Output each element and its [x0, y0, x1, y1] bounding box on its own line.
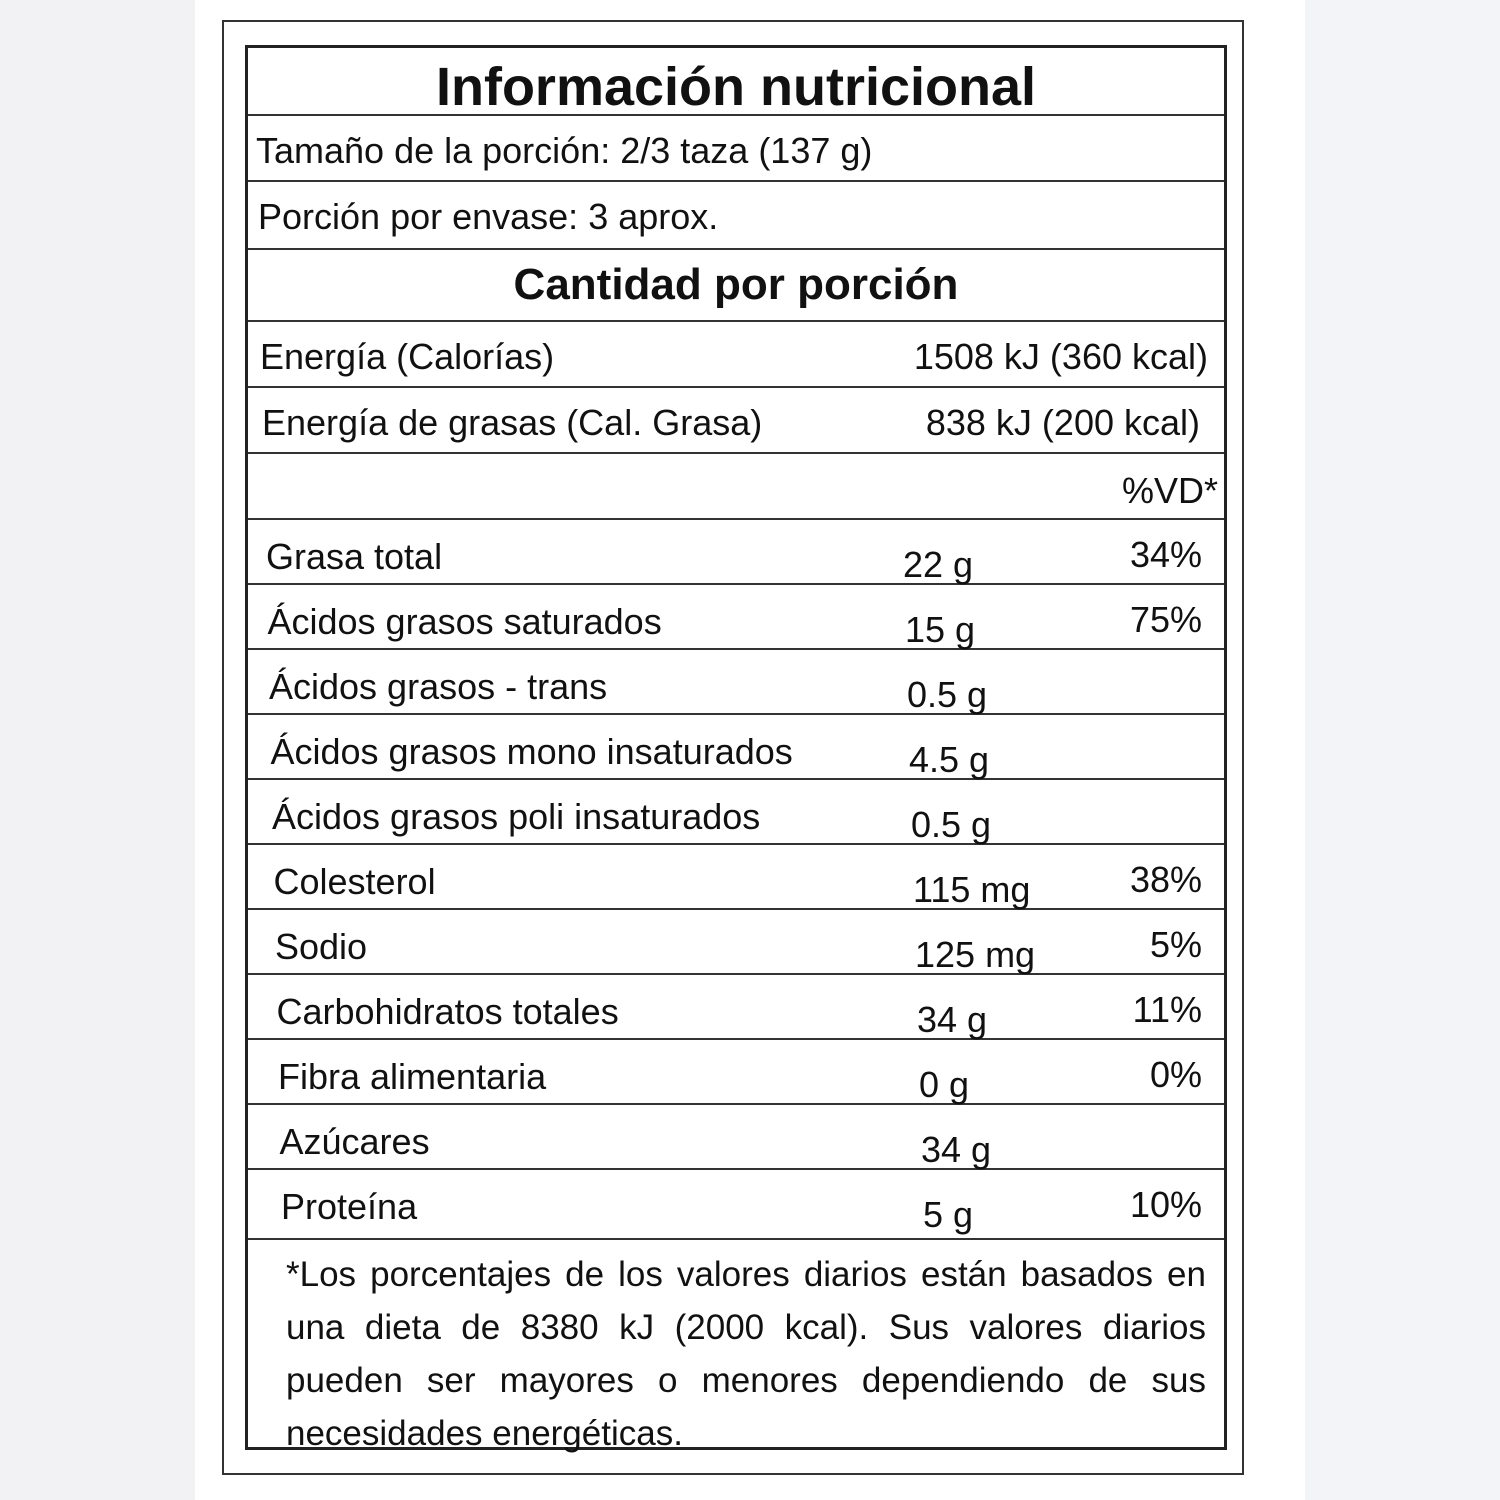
nutrient-row: Grasa total 22 g 34% [248, 520, 1224, 585]
footnote: *Los porcentajes de los valores diarios … [286, 1255, 1206, 1453]
nutrient-label: Grasa total [266, 536, 443, 577]
nutrient-row: Ácidos grasos saturados 15 g 75% [248, 585, 1224, 650]
nutrient-row: Ácidos grasos - trans 0.5 g [248, 650, 1224, 715]
nutrient-row: Colesterol 115 mg 38% [248, 845, 1224, 910]
nutrient-label: Ácidos grasos mono insaturados [270, 731, 793, 772]
energy-label: Energía (Calorías) [260, 336, 555, 377]
nutrient-row: Ácidos grasos mono insaturados 4.5 g [248, 715, 1224, 780]
nutrient-amount: 4.5 g [909, 739, 990, 780]
nutrient-row: Sodio 125 mg 5% [248, 910, 1224, 975]
nutrient-amount: 34 g [921, 1129, 992, 1170]
background-left [0, 0, 195, 1500]
background-right [1305, 0, 1500, 1500]
nutrient-label: Azúcares [279, 1121, 430, 1162]
servings-per-container: Porción por envase: 3 aprox. [258, 196, 719, 237]
label-title: Información nutricional [435, 57, 1037, 117]
nutrient-amount: 0.5 g [907, 674, 988, 715]
nutrient-row: Proteína 5 g 10% [248, 1170, 1224, 1240]
servings-row: Porción por envase: 3 aprox. [248, 182, 1224, 250]
amount-header: Cantidad por porción [513, 260, 959, 309]
nutrient-label: Sodio [275, 926, 368, 967]
dv-header-row: %VD* [248, 454, 1224, 520]
nutrient-dv: 11% [1132, 989, 1202, 1030]
nutrient-amount: 0 g [919, 1064, 970, 1105]
title-row: Información nutricional [248, 48, 1224, 117]
nutrient-dv: 0% [1149, 1054, 1202, 1095]
nutrient-row: Carbohidratos totales 34 g 11% [248, 975, 1224, 1040]
nutrient-label: Ácidos grasos poli insaturados [272, 796, 761, 837]
nutrition-label: Información nutricional Tamaño de la por… [245, 45, 1227, 1453]
dv-header: %VD* [1121, 470, 1218, 511]
nutrient-dv: 75% [1129, 599, 1202, 640]
nutrient-amount: 5 g [923, 1194, 974, 1235]
energy-fat-label: Energía de grasas (Cal. Grasa) [262, 402, 763, 443]
nutrient-amount: 0.5 g [911, 804, 992, 845]
nutrient-amount: 115 mg [913, 869, 1031, 910]
nutrient-amount: 34 g [917, 999, 988, 1040]
nutrient-label: Colesterol [273, 861, 436, 902]
nutrient-amount: 22 g [903, 544, 974, 585]
energy-value: 1508 kJ (360 kcal) [913, 336, 1208, 377]
nutrient-amount: 125 mg [915, 934, 1036, 975]
nutrient-dv: 5% [1149, 924, 1202, 965]
amount-header-row: Cantidad por porción [248, 250, 1224, 322]
nutrient-dv: 10% [1129, 1184, 1202, 1225]
nutrient-label: Ácidos grasos saturados [267, 601, 662, 642]
nutrient-label: Carbohidratos totales [276, 991, 619, 1032]
nutrient-label: Ácidos grasos - trans [269, 666, 608, 707]
nutrient-row: Fibra alimentaria 0 g 0% [248, 1040, 1224, 1105]
nutrient-row: Azúcares 34 g [248, 1105, 1224, 1170]
nutrient-dv: 34% [1129, 534, 1202, 575]
energy-fat-value: 838 kJ (200 kcal) [925, 402, 1200, 443]
serving-size-row: Tamaño de la porción: 2/3 taza (137 g) [248, 116, 1224, 182]
label-outer-border [222, 20, 1244, 1475]
nutrient-row: Ácidos grasos poli insaturados 0.5 g [248, 780, 1224, 845]
nutrient-dv: 38% [1129, 859, 1202, 900]
nutrient-amount: 15 g [905, 609, 976, 650]
nutrient-label: Fibra alimentaria [278, 1056, 547, 1097]
energy-fat-row: Energía de grasas (Cal. Grasa) 838 kJ (2… [248, 388, 1224, 454]
energy-row: Energía (Calorías) 1508 kJ (360 kcal) [248, 322, 1224, 388]
serving-size: Tamaño de la porción: 2/3 taza (137 g) [256, 130, 873, 171]
nutrient-label: Proteína [281, 1186, 418, 1227]
